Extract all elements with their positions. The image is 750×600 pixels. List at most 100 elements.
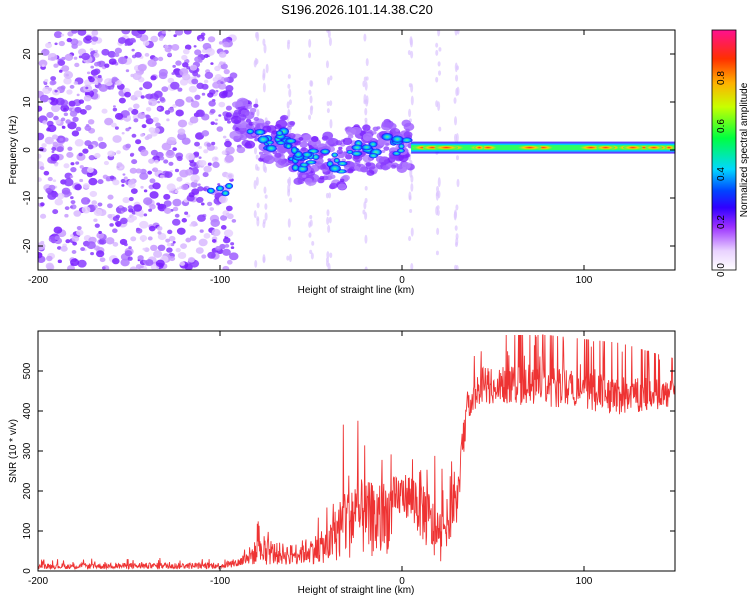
- spectrogram-noise-blob: [41, 64, 45, 67]
- spectrogram-noise-blob: [103, 160, 109, 166]
- spectrogram-noise-blob: [51, 104, 61, 113]
- spectrogram-noise-blob: [161, 142, 172, 151]
- spectrogram-peak-blob: [474, 145, 485, 150]
- spectrogram-noise-blob: [79, 178, 84, 183]
- spectrogram-noise-blob: [174, 98, 185, 107]
- spectrogram-noise-blob: [53, 31, 63, 39]
- spectrogram-transition-blob: [263, 155, 275, 165]
- spectrogram-transition-blob: [249, 107, 257, 113]
- spectrogram-transition-blob: [401, 162, 412, 170]
- spectrogram-noise-blob: [153, 250, 163, 258]
- spectrogram-noise-blob: [209, 207, 215, 211]
- spectrogram-noise-blob: [122, 197, 130, 204]
- spectrogram-noise-blob: [198, 238, 208, 247]
- spectrogram-streak: [309, 249, 313, 255]
- spectrogram-noise-blob: [51, 134, 59, 140]
- spectrogram-noise-blob: [188, 85, 198, 93]
- spectrogram-transition-blob: [398, 154, 409, 162]
- snr-x-label: Height of straight line (km): [298, 585, 415, 596]
- spectrogram-noise-blob: [121, 30, 131, 35]
- spectrogram-noise-blob: [64, 206, 70, 211]
- spectrogram-streak: [287, 218, 291, 228]
- colorbar-tick-label: 0.8: [716, 71, 727, 85]
- spectrogram-noise-blob: [163, 200, 172, 207]
- spectrogram-noise-blob: [67, 264, 75, 270]
- spectrogram-noise-blob: [147, 170, 153, 175]
- spectrogram-noise-blob: [137, 64, 147, 72]
- spectrogram-noise-blob: [120, 178, 126, 184]
- spectrogram-noise-blob: [211, 141, 216, 146]
- spectrogram-noise-blob: [146, 134, 153, 140]
- spectrogram-y-tick-label: 10: [22, 96, 33, 108]
- spectrogram-noise-blob: [201, 92, 206, 96]
- spectrogram-noise-blob: [131, 159, 138, 165]
- spectrogram-strong-blob: [337, 161, 348, 166]
- spectrogram-noise-blob: [147, 236, 153, 241]
- spectrogram-noise-blob: [101, 48, 110, 56]
- spectrogram-noise-blob: [190, 100, 200, 108]
- spectrogram-noise-blob: [161, 30, 167, 34]
- spectrogram-noise-blob: [71, 250, 77, 254]
- spectrogram-noise-blob: [87, 119, 95, 125]
- spectrogram-streak: [326, 251, 330, 259]
- snr-y-tick-label: 500: [22, 362, 33, 379]
- spectrogram-noise-blob: [129, 37, 136, 43]
- spectrogram-streak: [436, 227, 440, 236]
- spectrogram-noise-blob: [130, 73, 135, 78]
- spectrogram-noise-blob: [203, 149, 209, 154]
- spectrogram-noise-blob: [65, 119, 71, 124]
- spectrogram-peak-blob: [596, 145, 615, 150]
- spectrogram-noise-blob: [155, 122, 161, 128]
- spectrogram-transition-blob: [310, 136, 319, 142]
- spectrogram-streak: [364, 211, 368, 220]
- spectrogram-streak: [455, 233, 459, 240]
- spectrogram-noise-blob: [225, 112, 232, 118]
- spectrogram-noise-blob: [220, 225, 227, 230]
- spectrogram-noise-blob: [47, 176, 53, 182]
- spectrogram-streak: [408, 236, 412, 242]
- spectrogram-peak-blob: [517, 145, 542, 150]
- spectrogram-transition-blob: [350, 126, 362, 135]
- spectrogram-noise-blob: [94, 223, 100, 228]
- spectrogram-noise-blob: [41, 48, 50, 56]
- spectrogram-noise-blob: [88, 177, 98, 186]
- spectrogram-noise-blob: [130, 152, 135, 157]
- colorbar-label: Normalized spectral amplitude: [739, 82, 750, 217]
- spectrogram-noise-blob: [207, 251, 216, 259]
- spectrogram-noise-blob: [80, 197, 91, 205]
- spectrogram-transition-blob: [339, 178, 345, 183]
- spectrogram-streak: [308, 38, 312, 48]
- spectrogram-noise-blob: [149, 203, 156, 210]
- spectrogram-noise-blob: [225, 105, 232, 111]
- spectrogram-noise-blob: [157, 203, 167, 212]
- spectrogram-noise-blob: [58, 69, 63, 73]
- spectrogram-noise-blob: [140, 149, 149, 157]
- spectrogram-strong-blob: [391, 135, 404, 143]
- spectrogram-noise-blob: [97, 74, 102, 79]
- spectrogram-noise-blob: [88, 76, 95, 83]
- spectrogram-noise-blob: [46, 255, 53, 262]
- spectrogram-streak: [408, 108, 412, 118]
- spectrogram-streak: [326, 216, 330, 226]
- spectrogram-noise-blob: [196, 196, 204, 204]
- spectrogram-streak: [287, 188, 291, 197]
- spectrogram-noise-blob: [81, 52, 91, 61]
- chart-title: S196.2026.101.14.38.C20: [281, 2, 433, 17]
- spectrogram-transition-blob: [337, 183, 347, 190]
- spectrogram-noise-blob: [174, 30, 184, 36]
- spectrogram-streak: [264, 203, 268, 210]
- spectrogram-noise-blob: [181, 184, 189, 191]
- spectrogram-strong-blob: [401, 137, 413, 143]
- spectrogram-noise-blob: [137, 255, 144, 261]
- spectrogram-y-tick-label: 20: [22, 48, 33, 60]
- spectrogram-streak: [362, 80, 366, 88]
- spectrogram-streak: [435, 76, 439, 83]
- spectrogram-noise-blob: [105, 237, 115, 245]
- spectrogram-streak: [410, 83, 414, 93]
- spectrogram-noise-blob: [184, 44, 192, 50]
- spectrogram-transition-blob: [245, 103, 253, 110]
- spectrogram-noise-blob: [222, 237, 231, 244]
- spectrogram-noise-blob: [150, 149, 158, 156]
- spectrogram-strong-blob: [265, 144, 277, 152]
- spectrogram-transition-blob: [253, 103, 259, 108]
